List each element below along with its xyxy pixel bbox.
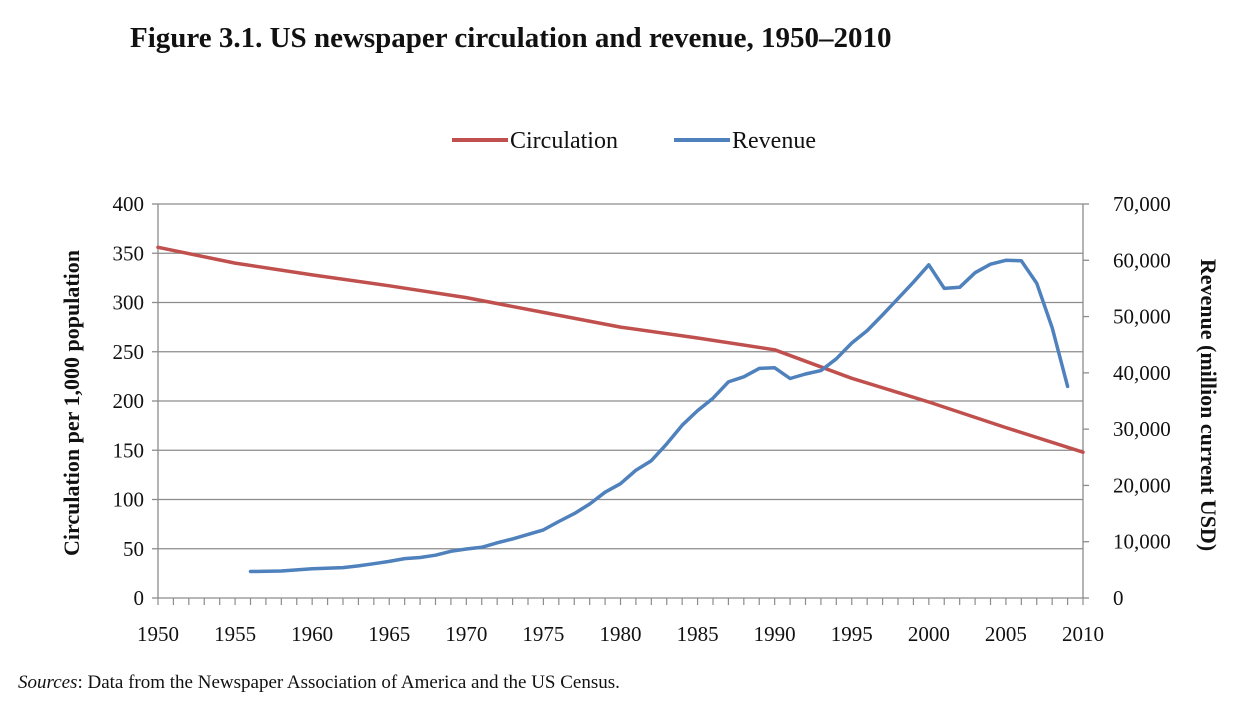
- series-line-circulation: [156, 245, 1085, 454]
- y-right-axis-title: Revenue (million current USD): [1196, 259, 1221, 551]
- y-left-tick-label: 150: [113, 438, 145, 462]
- x-tick-label: 2005: [985, 622, 1027, 646]
- y-left-tick-label: 300: [113, 291, 145, 315]
- y-left-tick-label: 100: [113, 488, 145, 512]
- y-right-tick-label: 40,000: [1113, 361, 1171, 385]
- y-right-tick-label: 70,000: [1113, 192, 1171, 216]
- axis-labels: 0 50 100 150 200 250 300 350 400 0 10,000 20,000 30,…: [59, 192, 1221, 646]
- sources-label: Sources: [18, 672, 78, 693]
- x-tick-label: 1990: [754, 622, 796, 646]
- y-right-tick-label: 50,000: [1113, 305, 1171, 329]
- sources-note: Sources: Data from the Newspaper Associa…: [18, 672, 620, 694]
- gridlines: [158, 203, 1083, 550]
- y-left-tick-label: 250: [113, 340, 145, 364]
- x-tick-label: 1950: [137, 622, 179, 646]
- x-tick-label: 1985: [677, 622, 719, 646]
- y-left-tick-label: 50: [123, 537, 144, 561]
- x-tick-label: 1975: [522, 622, 564, 646]
- legend-label-revenue: Revenue: [732, 128, 816, 154]
- figure-title: Figure 3.1. US newspaper circulation and…: [130, 22, 892, 54]
- x-tick-label: 1970: [445, 622, 487, 646]
- y-right-tick-label: 0: [1113, 586, 1124, 610]
- y-right-tick-label: 20,000: [1113, 473, 1171, 497]
- x-tick-label: 1980: [600, 622, 642, 646]
- chart-axes: [152, 203, 1089, 605]
- x-tick-label: 1965: [368, 622, 410, 646]
- y-left-tick-label: 400: [113, 192, 145, 216]
- x-tick-label: 1995: [831, 622, 873, 646]
- y-right-tick-label: 30,000: [1113, 417, 1171, 441]
- chart-legend: Circulation Revenue: [452, 128, 816, 154]
- x-tick-label: 2000: [908, 622, 950, 646]
- y-left-tick-label: 350: [113, 241, 145, 265]
- y-left-tick-label: 200: [113, 389, 145, 413]
- legend-label-circulation: Circulation: [510, 128, 618, 154]
- y-left-tick-label: 0: [134, 586, 145, 610]
- y-left-axis-title: Circulation per 1,000 population: [59, 250, 84, 556]
- sources-text: : Data from the Newspaper Association of…: [77, 672, 620, 693]
- x-tick-label: 1960: [291, 622, 333, 646]
- x-tick-label: 2010: [1062, 622, 1104, 646]
- series-lines: [156, 245, 1085, 574]
- x-tick-label: 1955: [214, 622, 256, 646]
- series-line-revenue: [248, 258, 1070, 574]
- y-right-tick-label: 60,000: [1113, 248, 1171, 272]
- y-right-tick-label: 10,000: [1113, 530, 1171, 554]
